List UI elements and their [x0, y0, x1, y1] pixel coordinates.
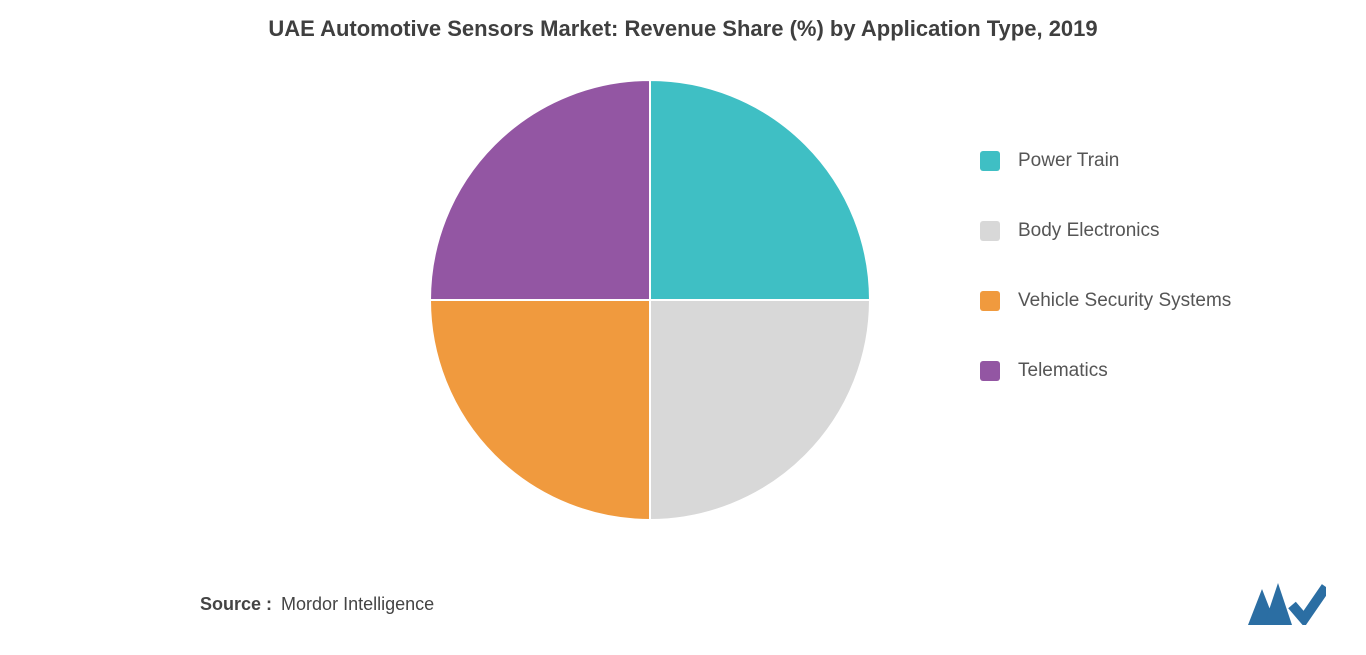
- source-line: Source : Mordor Intelligence: [200, 594, 434, 615]
- logo-bars-icon: [1248, 583, 1292, 625]
- chart-title: UAE Automotive Sensors Market: Revenue S…: [0, 16, 1366, 42]
- legend-label: Telematics: [1018, 360, 1108, 382]
- legend-label: Power Train: [1018, 150, 1119, 172]
- pie-chart: [430, 80, 870, 520]
- legend-item: Telematics: [980, 360, 1300, 382]
- legend-swatch: [980, 221, 1000, 241]
- legend-swatch: [980, 361, 1000, 381]
- legend: Power Train Body Electronics Vehicle Secur…: [980, 150, 1300, 430]
- legend-item: Body Electronics: [980, 220, 1300, 242]
- pie-slice: [430, 80, 650, 300]
- legend-item: Vehicle Security Systems: [980, 290, 1300, 312]
- chart-container: UAE Automotive Sensors Market: Revenue S…: [0, 0, 1366, 655]
- pie-slice: [650, 300, 870, 520]
- source-value: Mordor Intelligence: [281, 594, 434, 614]
- pie-slice: [650, 80, 870, 300]
- source-label: Source :: [200, 594, 272, 614]
- logo-check-icon: [1292, 587, 1326, 619]
- brand-logo: [1248, 581, 1326, 625]
- legend-label: Vehicle Security Systems: [1018, 290, 1231, 312]
- legend-item: Power Train: [980, 150, 1300, 172]
- legend-swatch: [980, 291, 1000, 311]
- legend-swatch: [980, 151, 1000, 171]
- legend-label: Body Electronics: [1018, 220, 1160, 242]
- pie-slice: [430, 300, 650, 520]
